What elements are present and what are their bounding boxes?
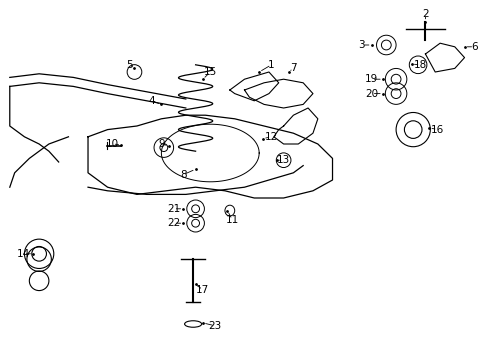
Text: 4: 4 <box>148 96 155 106</box>
Text: 3: 3 <box>358 40 365 50</box>
Text: 5: 5 <box>126 60 133 70</box>
Text: 9: 9 <box>158 139 164 149</box>
Text: 8: 8 <box>180 170 186 180</box>
Text: 1: 1 <box>267 60 274 70</box>
Text: 18: 18 <box>413 60 427 70</box>
Text: 22: 22 <box>166 218 180 228</box>
Text: 11: 11 <box>225 215 239 225</box>
Text: 16: 16 <box>430 125 444 135</box>
Text: 14: 14 <box>17 249 30 259</box>
Text: 15: 15 <box>203 67 217 77</box>
Text: 19: 19 <box>364 74 378 84</box>
Text: 10: 10 <box>106 139 119 149</box>
Text: 13: 13 <box>276 155 290 165</box>
Text: 7: 7 <box>289 63 296 73</box>
Text: 21: 21 <box>166 204 180 214</box>
Text: 2: 2 <box>421 9 428 19</box>
Text: 23: 23 <box>208 321 222 331</box>
Text: 12: 12 <box>264 132 278 142</box>
Text: 6: 6 <box>470 42 477 52</box>
Text: 20: 20 <box>365 89 377 99</box>
Text: 17: 17 <box>196 285 209 295</box>
